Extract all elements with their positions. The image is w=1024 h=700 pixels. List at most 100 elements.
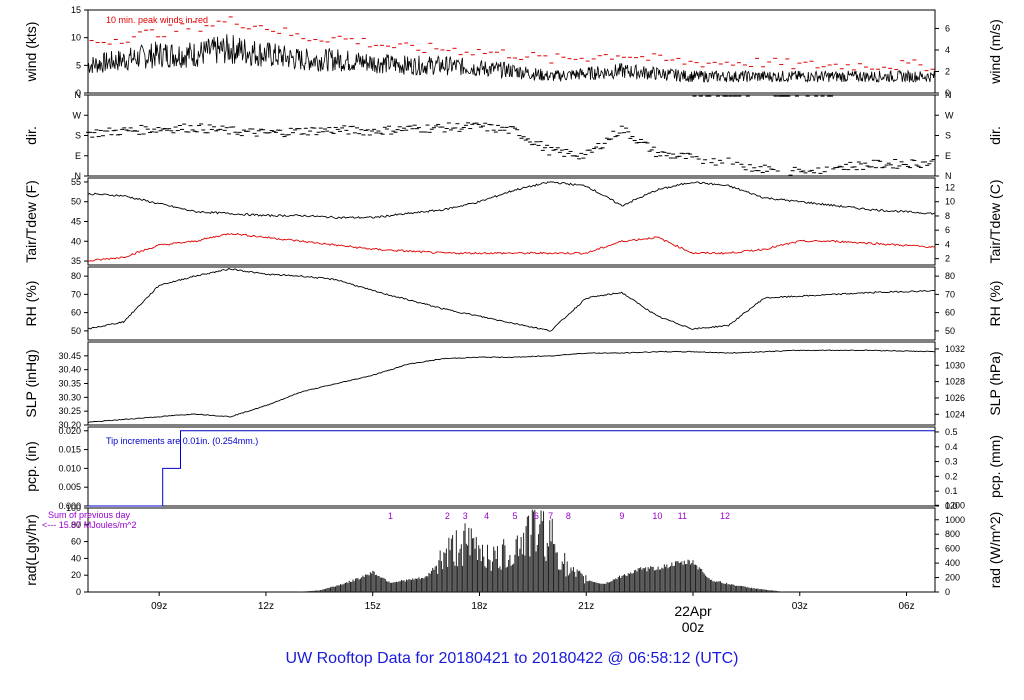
- y-tick-label-left: N: [75, 171, 82, 181]
- rad-marker-label: 2: [445, 511, 450, 521]
- y-tick-label-left: 60: [71, 308, 81, 318]
- rad-marker-label: 8: [566, 511, 571, 521]
- footer-title: UW Rooftop Data for 20180421 to 20180422…: [285, 650, 739, 667]
- y-tick-label-right: N: [945, 90, 952, 100]
- y-tick-label-left: 30.45: [58, 351, 81, 361]
- x-tick-label: 03z: [792, 601, 808, 612]
- rh-series-line: [87, 267, 935, 332]
- y-axis-label-right: Tair/Tdew (C): [987, 179, 1003, 263]
- x-date-label: 22Apr: [674, 603, 712, 619]
- y-tick-label-left: 60: [71, 537, 81, 547]
- y-tick-label-right: 70: [945, 289, 955, 299]
- y-tick-label-left: 45: [71, 217, 81, 227]
- rad-sum-annotation: Sum of previous day: [48, 510, 131, 520]
- y-axis-label-right: pcp. (mm): [987, 435, 1003, 498]
- y-tick-label-left: 70: [71, 289, 81, 299]
- x-date-hour: 00z: [682, 619, 705, 635]
- y-tick-label-right: 1200: [945, 500, 965, 510]
- y-tick-label-right: 8: [945, 211, 950, 221]
- y-axis-label-left: dir.: [23, 126, 39, 145]
- panel-frame: [87, 9, 936, 94]
- y-tick-label-left: 0.020: [58, 426, 81, 436]
- y-tick-label-left: S: [75, 131, 81, 141]
- y-tick-label-left: N: [75, 90, 82, 100]
- y-tick-label-right: 6: [945, 23, 950, 33]
- y-tick-label-right: 2: [945, 254, 950, 264]
- rad-marker-label: 4: [484, 511, 489, 521]
- y-tick-label-left: 20: [71, 570, 81, 580]
- y-tick-label-left: 55: [71, 177, 81, 187]
- y-tick-label-right: 0.5: [945, 427, 958, 437]
- tair-series-line: [87, 181, 936, 219]
- rad-sum-value: <--- 15.07 MJoules/m^2: [42, 520, 137, 530]
- y-tick-label-right: 1026: [945, 393, 965, 403]
- y-tick-label-right: 4: [945, 45, 950, 55]
- y-tick-label-right: 2: [945, 66, 950, 76]
- y-tick-label-left: 0: [76, 88, 81, 98]
- y-tick-label-left: 30.40: [58, 365, 81, 375]
- y-tick-label-right: 0.4: [945, 442, 958, 452]
- rad-marker-label: 11: [678, 511, 687, 521]
- rad-marker-label: 12: [720, 511, 730, 521]
- y-tick-label-right: 0: [945, 587, 950, 597]
- rad-marker-label: 6: [534, 511, 539, 521]
- y-tick-label-left: 10: [71, 33, 81, 43]
- y-axis-label-right: wind (m/s): [987, 19, 1003, 85]
- y-tick-label-right: 12: [945, 182, 955, 192]
- y-axis-label-right: dir.: [987, 126, 1003, 145]
- rad-marker-label: 5: [513, 511, 518, 521]
- y-axis-label-left: rad(Lgly/hr): [23, 514, 39, 586]
- y-tick-label-left: 15: [71, 5, 81, 15]
- y-tick-label-right: 0.3: [945, 457, 958, 467]
- y-axis-label-left: wind (kts): [23, 22, 39, 83]
- wind-series-line: [87, 34, 936, 84]
- rad-marker-label: 10: [652, 511, 662, 521]
- y-axis-label-left: SLP (inHg): [23, 349, 39, 417]
- panel-frame: [87, 341, 936, 426]
- y-tick-label-right: 4: [945, 239, 950, 249]
- y-tick-label-left: W: [73, 110, 82, 120]
- x-tick-label: 12z: [258, 601, 274, 612]
- y-axis-label-left: Tair/Tdew (F): [23, 180, 39, 262]
- y-tick-label-right: 1030: [945, 360, 965, 370]
- y-tick-label-right: N: [945, 171, 952, 181]
- y-tick-label-right: W: [945, 110, 954, 120]
- panel-frame: [87, 94, 936, 177]
- x-tick-label: 15z: [365, 601, 381, 612]
- tip-increment-annotation: Tip increments are 0.01in. (0.254mm.): [106, 436, 258, 446]
- y-tick-label-left: 30.20: [58, 420, 81, 430]
- y-tick-label-right: 80: [945, 271, 955, 281]
- panel-frame: [87, 426, 936, 507]
- rad-marker-label: 7: [548, 511, 553, 521]
- y-tick-label-right: 0.0: [945, 501, 958, 511]
- y-tick-label-left: 50: [71, 326, 81, 336]
- y-tick-label-left: 100: [66, 503, 81, 513]
- y-tick-label-left: 30.30: [58, 392, 81, 402]
- slp-series-line: [87, 349, 936, 423]
- y-tick-label-right: 6: [945, 225, 950, 235]
- y-tick-label-right: S: [945, 131, 951, 141]
- y-tick-label-left: 0.000: [58, 501, 81, 511]
- y-tick-label-right: 1028: [945, 377, 965, 387]
- y-tick-label-right: 0.1: [945, 486, 958, 496]
- y-tick-label-right: 1024: [945, 409, 965, 419]
- y-tick-label-left: 5: [76, 60, 81, 70]
- x-tick-label: 18z: [471, 601, 487, 612]
- x-tick-label: 06z: [898, 601, 914, 612]
- y-axis-label-right: RH (%): [987, 281, 1003, 327]
- y-tick-label-left: 0.010: [58, 463, 81, 473]
- precip-series-line: [88, 430, 935, 507]
- y-tick-label-right: 0.2: [945, 471, 958, 481]
- y-tick-label-left: 50: [71, 197, 81, 207]
- y-tick-label-left: 40: [71, 553, 81, 563]
- y-tick-label-right: 50: [945, 326, 955, 336]
- y-tick-label-right: 60: [945, 308, 955, 318]
- y-axis-label-right: rad (W/m^2): [987, 512, 1003, 589]
- y-axis-label-left: pcp. (in): [23, 441, 39, 492]
- y-axis-label-right: SLP (hPa): [987, 351, 1003, 415]
- y-tick-label-right: 1000: [945, 515, 965, 525]
- x-tick-label: 21z: [578, 601, 594, 612]
- y-tick-label-right: 10: [945, 197, 955, 207]
- y-tick-label-left: E: [75, 151, 81, 161]
